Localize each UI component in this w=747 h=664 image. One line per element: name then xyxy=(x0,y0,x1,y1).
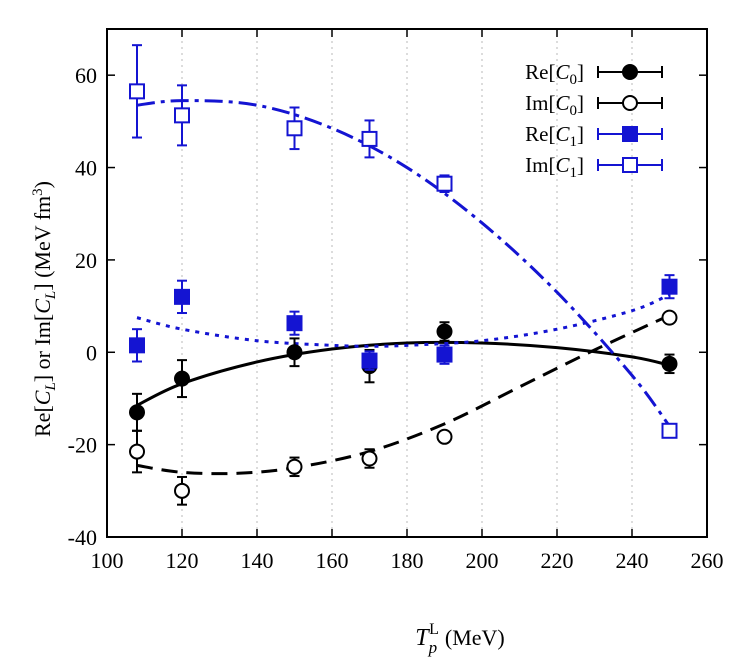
data-point-re-c0- xyxy=(661,353,678,375)
data-point-im-c0- xyxy=(174,475,190,506)
data-point-im-c0- xyxy=(286,456,303,478)
marker-im-c1- xyxy=(129,83,145,100)
data-point-im-c0- xyxy=(436,428,453,445)
marker-im-c1- xyxy=(361,130,378,147)
x-tick-label: 140 xyxy=(241,548,274,573)
x-tick-label: 120 xyxy=(166,548,199,573)
legend-label-im-c1-: Im[C1] xyxy=(525,153,584,181)
marker-re-c1- xyxy=(661,278,678,295)
legend: Re[C0] Im[C0] Re[C1] Im[C1] xyxy=(525,60,663,181)
data-point-re-c1- xyxy=(661,274,678,300)
y-tick-label: 0 xyxy=(86,340,97,365)
marker-im-c1- xyxy=(661,422,678,439)
fit-curve-im-c0- xyxy=(136,313,671,476)
marker-re-c1- xyxy=(436,346,453,363)
data-point-re-c0- xyxy=(174,359,190,399)
data-point-re-c1- xyxy=(129,328,145,363)
legend-marker-im-c0- xyxy=(622,95,638,111)
marker-im-c0- xyxy=(129,443,145,460)
fit-curve-im-c1- xyxy=(136,99,671,428)
x-axis-label: TpL (MeV) xyxy=(415,621,505,657)
marker-re-c0- xyxy=(286,344,303,361)
marker-re-c0- xyxy=(661,355,678,372)
marker-im-c1- xyxy=(174,107,190,124)
marker-re-c1- xyxy=(174,288,190,305)
data-point-im-c1- xyxy=(286,106,303,151)
grid xyxy=(181,29,633,537)
legend-marker-im-c1- xyxy=(622,157,638,173)
data-point-re-c0- xyxy=(286,337,303,368)
marker-re-c0- xyxy=(436,323,453,340)
x-tick-label: 160 xyxy=(316,548,349,573)
data-points xyxy=(129,44,678,506)
marker-im-c0- xyxy=(286,458,303,475)
y-axis-label: Re[CL] or Im[CL] (MeV fm3) xyxy=(30,181,59,437)
marker-im-c0- xyxy=(361,450,378,467)
y-tick-label: 20 xyxy=(75,248,97,273)
legend-entry-im-c0-: Im[C0] xyxy=(525,91,663,119)
data-point-im-c1- xyxy=(129,44,145,139)
marker-im-c1- xyxy=(436,175,453,192)
data-point-im-c0- xyxy=(129,429,145,474)
data-point-im-c1- xyxy=(174,84,190,147)
x-tick-label: 100 xyxy=(91,548,124,573)
fit-curves xyxy=(136,99,671,476)
legend-entry-re-c1-: Re[C1] xyxy=(525,122,663,150)
data-point-im-c1- xyxy=(361,119,378,159)
tick-labels: 100 120 140 160 180 200 220 240 260 -40 -20 0 20 40 60 xyxy=(68,63,724,573)
legend-marker-re-c0- xyxy=(622,64,638,80)
x-tick-label: 220 xyxy=(541,548,574,573)
data-point-im-c0- xyxy=(361,448,378,469)
axis-ticks xyxy=(106,29,708,538)
marker-im-c0- xyxy=(174,482,190,499)
marker-im-c0- xyxy=(436,428,453,445)
data-point-re-c0- xyxy=(129,392,145,432)
marker-re-c0- xyxy=(129,404,145,421)
marker-re-c1- xyxy=(286,315,303,332)
x-tick-label: 200 xyxy=(466,548,499,573)
x-tick-label: 240 xyxy=(616,548,649,573)
marker-re-c1- xyxy=(129,337,145,354)
legend-entry-re-c0-: Re[C0] xyxy=(525,60,663,88)
data-point-re-c1- xyxy=(436,344,453,365)
legend-label-re-c0-: Re[C0] xyxy=(525,60,584,88)
marker-re-c0- xyxy=(174,370,190,387)
legend-label-re-c1-: Re[C1] xyxy=(525,122,584,150)
marker-re-c1- xyxy=(361,352,378,369)
fit-curve-re-c0- xyxy=(136,340,670,407)
y-tick-label: -40 xyxy=(68,525,97,550)
legend-marker-re-c1- xyxy=(622,126,638,142)
data-point-re-c1- xyxy=(174,279,190,315)
data-point-im-c0- xyxy=(661,309,678,326)
y-tick-label: 40 xyxy=(75,156,97,181)
x-tick-label: 180 xyxy=(391,548,424,573)
legend-label-im-c0-: Im[C0] xyxy=(525,91,584,119)
x-tick-label: 260 xyxy=(691,548,724,573)
data-point-re-c1- xyxy=(361,350,378,371)
data-point-im-c1- xyxy=(661,422,678,439)
legend-entry-im-c1-: Im[C1] xyxy=(525,153,663,181)
data-point-re-c0- xyxy=(436,321,453,342)
y-tick-label: 60 xyxy=(75,63,97,88)
fit-curve-re-c1- xyxy=(136,293,671,348)
y-tick-label: -20 xyxy=(68,433,97,458)
data-point-re-c1- xyxy=(286,310,303,336)
marker-im-c0- xyxy=(661,309,678,326)
marker-im-c1- xyxy=(286,120,303,137)
data-point-im-c1- xyxy=(436,174,453,194)
